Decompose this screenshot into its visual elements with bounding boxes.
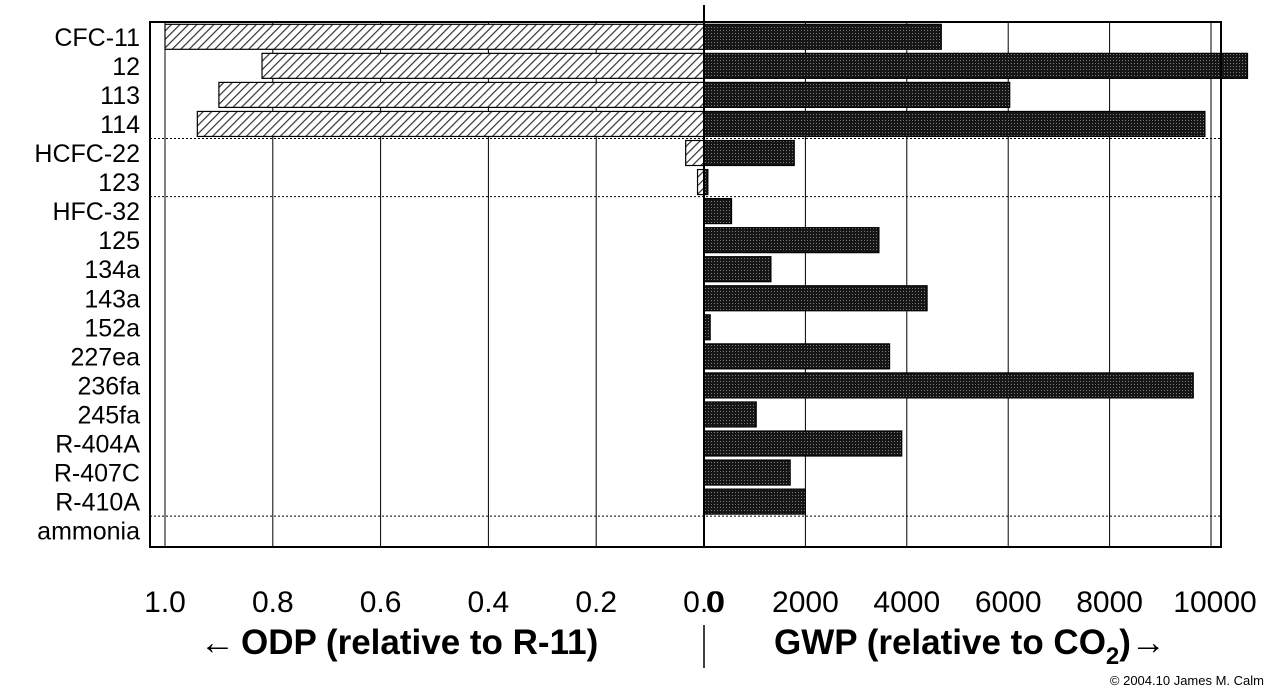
- category-label: 152a: [84, 314, 140, 342]
- category-label: 143a: [84, 285, 140, 313]
- odp-tick-label: 0.0: [683, 586, 725, 619]
- odp-bar: [218, 81, 705, 109]
- category-label: R-410A: [55, 489, 140, 517]
- gwp-bar: [703, 81, 1011, 109]
- gwp-bar: [703, 256, 772, 283]
- category-label: 125: [98, 227, 140, 255]
- category-label: 134a: [84, 256, 140, 284]
- gwp-tick-label: 10000: [1173, 586, 1256, 619]
- gwp-bar: [703, 430, 903, 457]
- gridlines: [164, 22, 1212, 547]
- gwp-bar: [703, 110, 1206, 138]
- category-label: 236fa: [77, 372, 140, 400]
- odp-tick-label: 0.2: [575, 586, 617, 619]
- group-separators: [150, 137, 1221, 517]
- gwp-axis-title-suffix: )→: [1119, 623, 1166, 662]
- category-labels: CFC-1112113114HCFC-22123HFC-32125134a143…: [34, 24, 140, 546]
- tick-labels: 1.0 0.8 0.6 0.4 0.2 0.00 2000 4000 6000 8000 10000: [144, 586, 1257, 619]
- category-label: 227ea: [70, 343, 140, 371]
- odp-bar: [685, 139, 705, 167]
- category-label: R-404A: [55, 431, 140, 459]
- odp-tick-label: 0.4: [468, 586, 510, 619]
- odp-bar: [164, 23, 705, 50]
- odp-tick-label: 0.8: [252, 586, 294, 619]
- gwp-tick-label: 6000: [975, 586, 1042, 619]
- category-label: CFC-11: [54, 24, 140, 52]
- category-label: 114: [100, 111, 140, 139]
- gwp-axis-title-subscript: 2: [1106, 643, 1119, 670]
- category-label: HCFC-22: [34, 140, 140, 168]
- gwp-bar: [703, 139, 795, 167]
- odp-tick-label: 0.6: [360, 586, 402, 619]
- odp-bar: [196, 110, 705, 138]
- gwp-bar: [703, 198, 733, 225]
- odp-axis-title: ← ODP (relative to R-11): [200, 623, 598, 662]
- category-label: HFC-32: [52, 198, 140, 226]
- gwp-bar: [703, 23, 942, 50]
- gwp-tick-label: 8000: [1076, 586, 1143, 619]
- gwp-bar: [703, 488, 807, 515]
- gwp-bar: [703, 285, 928, 312]
- bars: [164, 23, 1249, 515]
- copyright-notice: © 2004.10 James M. Calm: [1110, 673, 1264, 688]
- left-arrow-icon: ←: [200, 623, 235, 662]
- gwp-bar: [703, 401, 757, 428]
- gwp-bar: [703, 343, 891, 370]
- category-label: 123: [98, 169, 140, 197]
- category-label: ammonia: [37, 518, 140, 546]
- gwp-bar: [703, 372, 1194, 399]
- odp-axis-title-text: ODP (relative to R-11): [241, 623, 598, 662]
- category-label: 113: [100, 82, 140, 110]
- odp-tick-label: 1.0: [144, 586, 186, 619]
- gwp-bar: [703, 227, 880, 254]
- category-label: 245fa: [77, 401, 140, 429]
- gwp-bar: [703, 459, 791, 486]
- plot-frame: [149, 21, 1222, 548]
- gwp-tick-label: 0: [706, 586, 723, 619]
- gwp-tick-label: 4000: [873, 586, 940, 619]
- category-label: 12: [112, 53, 140, 81]
- gwp-axis-title-text: GWP (relative to CO: [774, 623, 1106, 662]
- category-label: R-407C: [54, 460, 140, 488]
- odp-bar: [261, 52, 705, 79]
- gwp-bar: [703, 52, 1249, 79]
- gwp-axis-title: GWP (relative to CO2)→: [774, 623, 1166, 670]
- gwp-tick-label: 2000: [772, 586, 839, 619]
